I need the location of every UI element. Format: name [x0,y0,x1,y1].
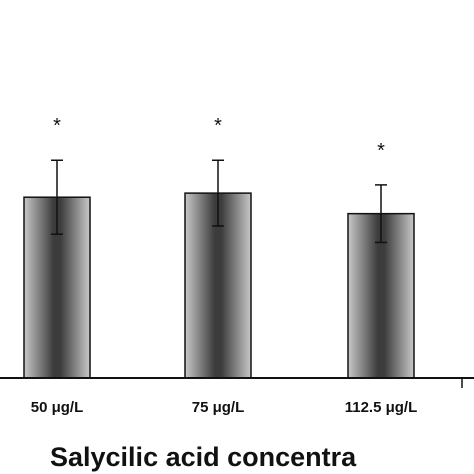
significance-marker-3: * [377,140,385,162]
significance-marker-1: * [53,115,61,137]
x-tick-label-3: 112.5 μg/L [345,399,418,416]
significance-marker-2: * [214,115,222,137]
labels-layer: * 50 μg/L * 75 μg/L * 112.5 μg/L [31,115,418,416]
x-tick-label-2: 75 μg/L [192,399,245,416]
x-tick-label-1: 50 μg/L [31,399,84,416]
x-axis-title: Salycilic acid concentra [50,442,357,472]
bars-layer [23,159,415,379]
